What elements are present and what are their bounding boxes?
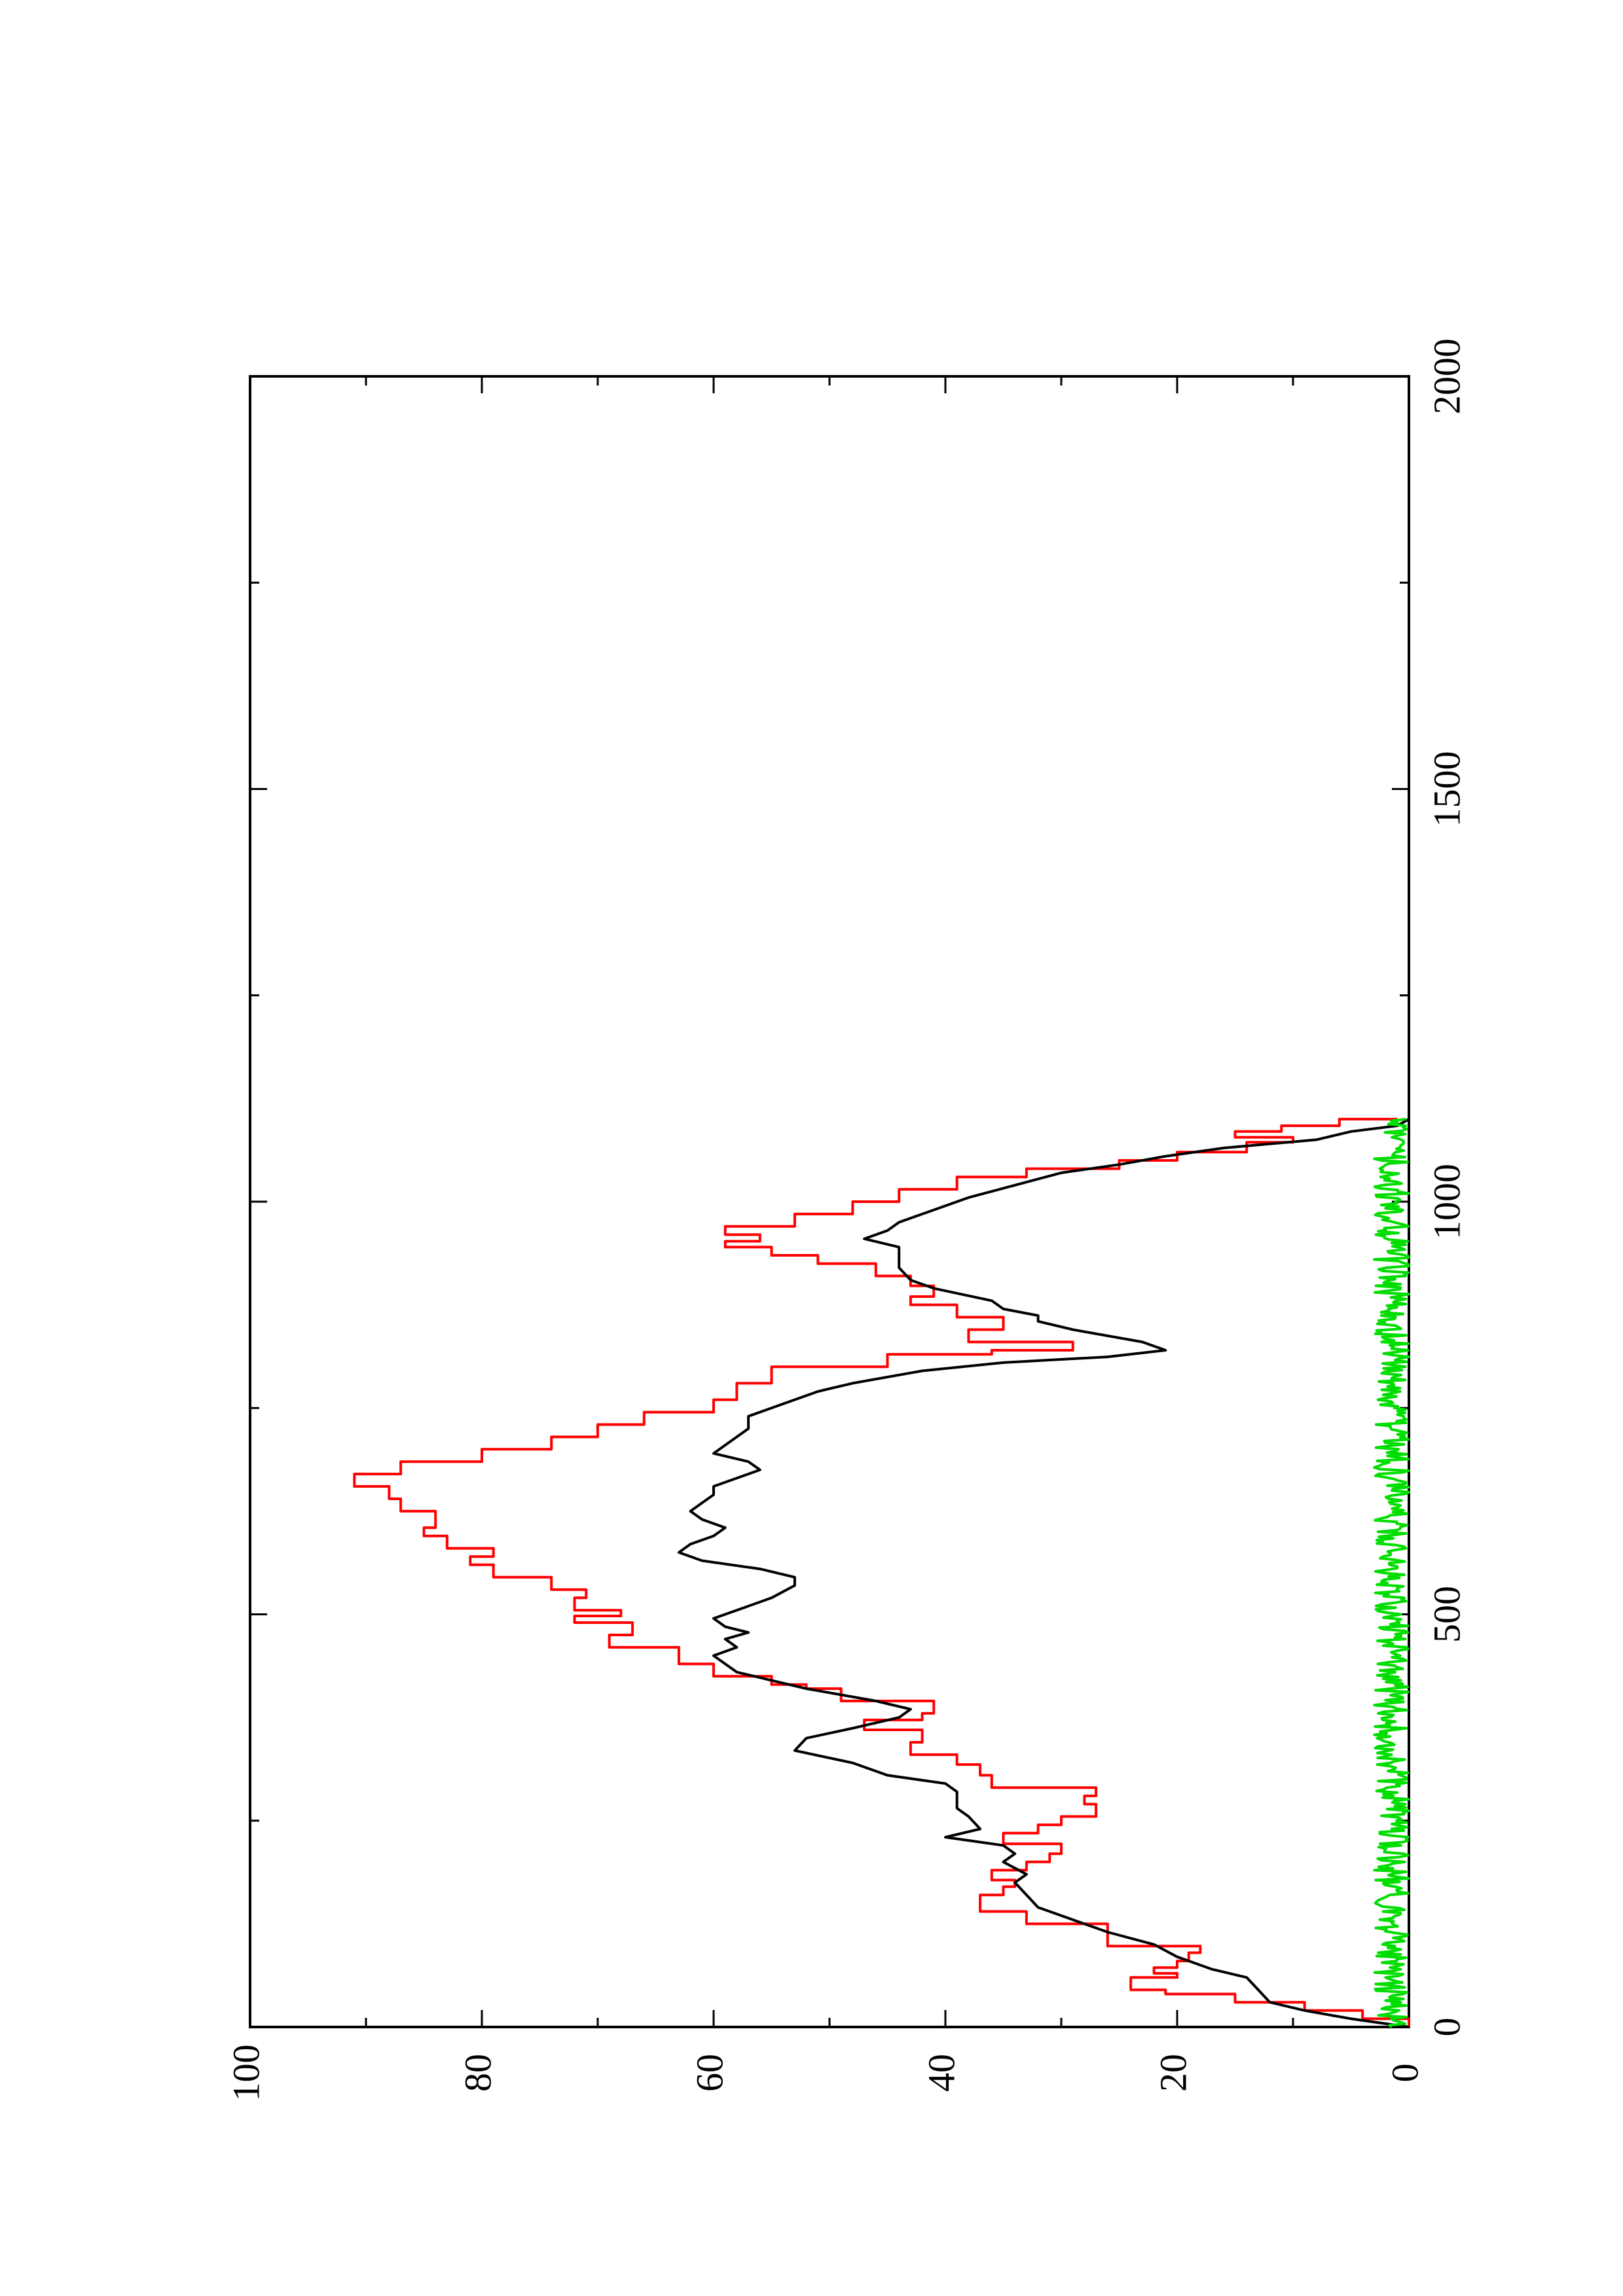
series-line-2 [677,1118,1410,2028]
x-tick-label: 0 [1425,2018,1468,2037]
y-tick-labels: 0 20 40 60 80 100 [225,2045,1426,2102]
ticks [249,375,1410,2028]
y-tick-label: 40 [920,2054,962,2092]
y-tick-label: 0 [1383,2064,1426,2083]
plot-frame [249,375,1410,2028]
y-tick-label: 100 [225,2045,267,2102]
x-tick-label: 1500 [1425,751,1468,827]
x-tick-labels: 0 500 1000 1500 2000 [1425,338,1468,2037]
x-tick-label: 2000 [1425,338,1468,414]
y-tick-label: 80 [456,2054,499,2092]
series-line-1 [353,1117,1410,2027]
series-group [353,1117,1410,2028]
y-tick-label: 60 [688,2054,731,2092]
series-line-3 [1373,1117,1410,2028]
x-tick-label: 500 [1425,1586,1468,1643]
x-tick-label: 1000 [1425,1164,1468,1240]
plot-frame-group [249,375,1410,2028]
y-tick-label: 20 [1152,2054,1194,2092]
